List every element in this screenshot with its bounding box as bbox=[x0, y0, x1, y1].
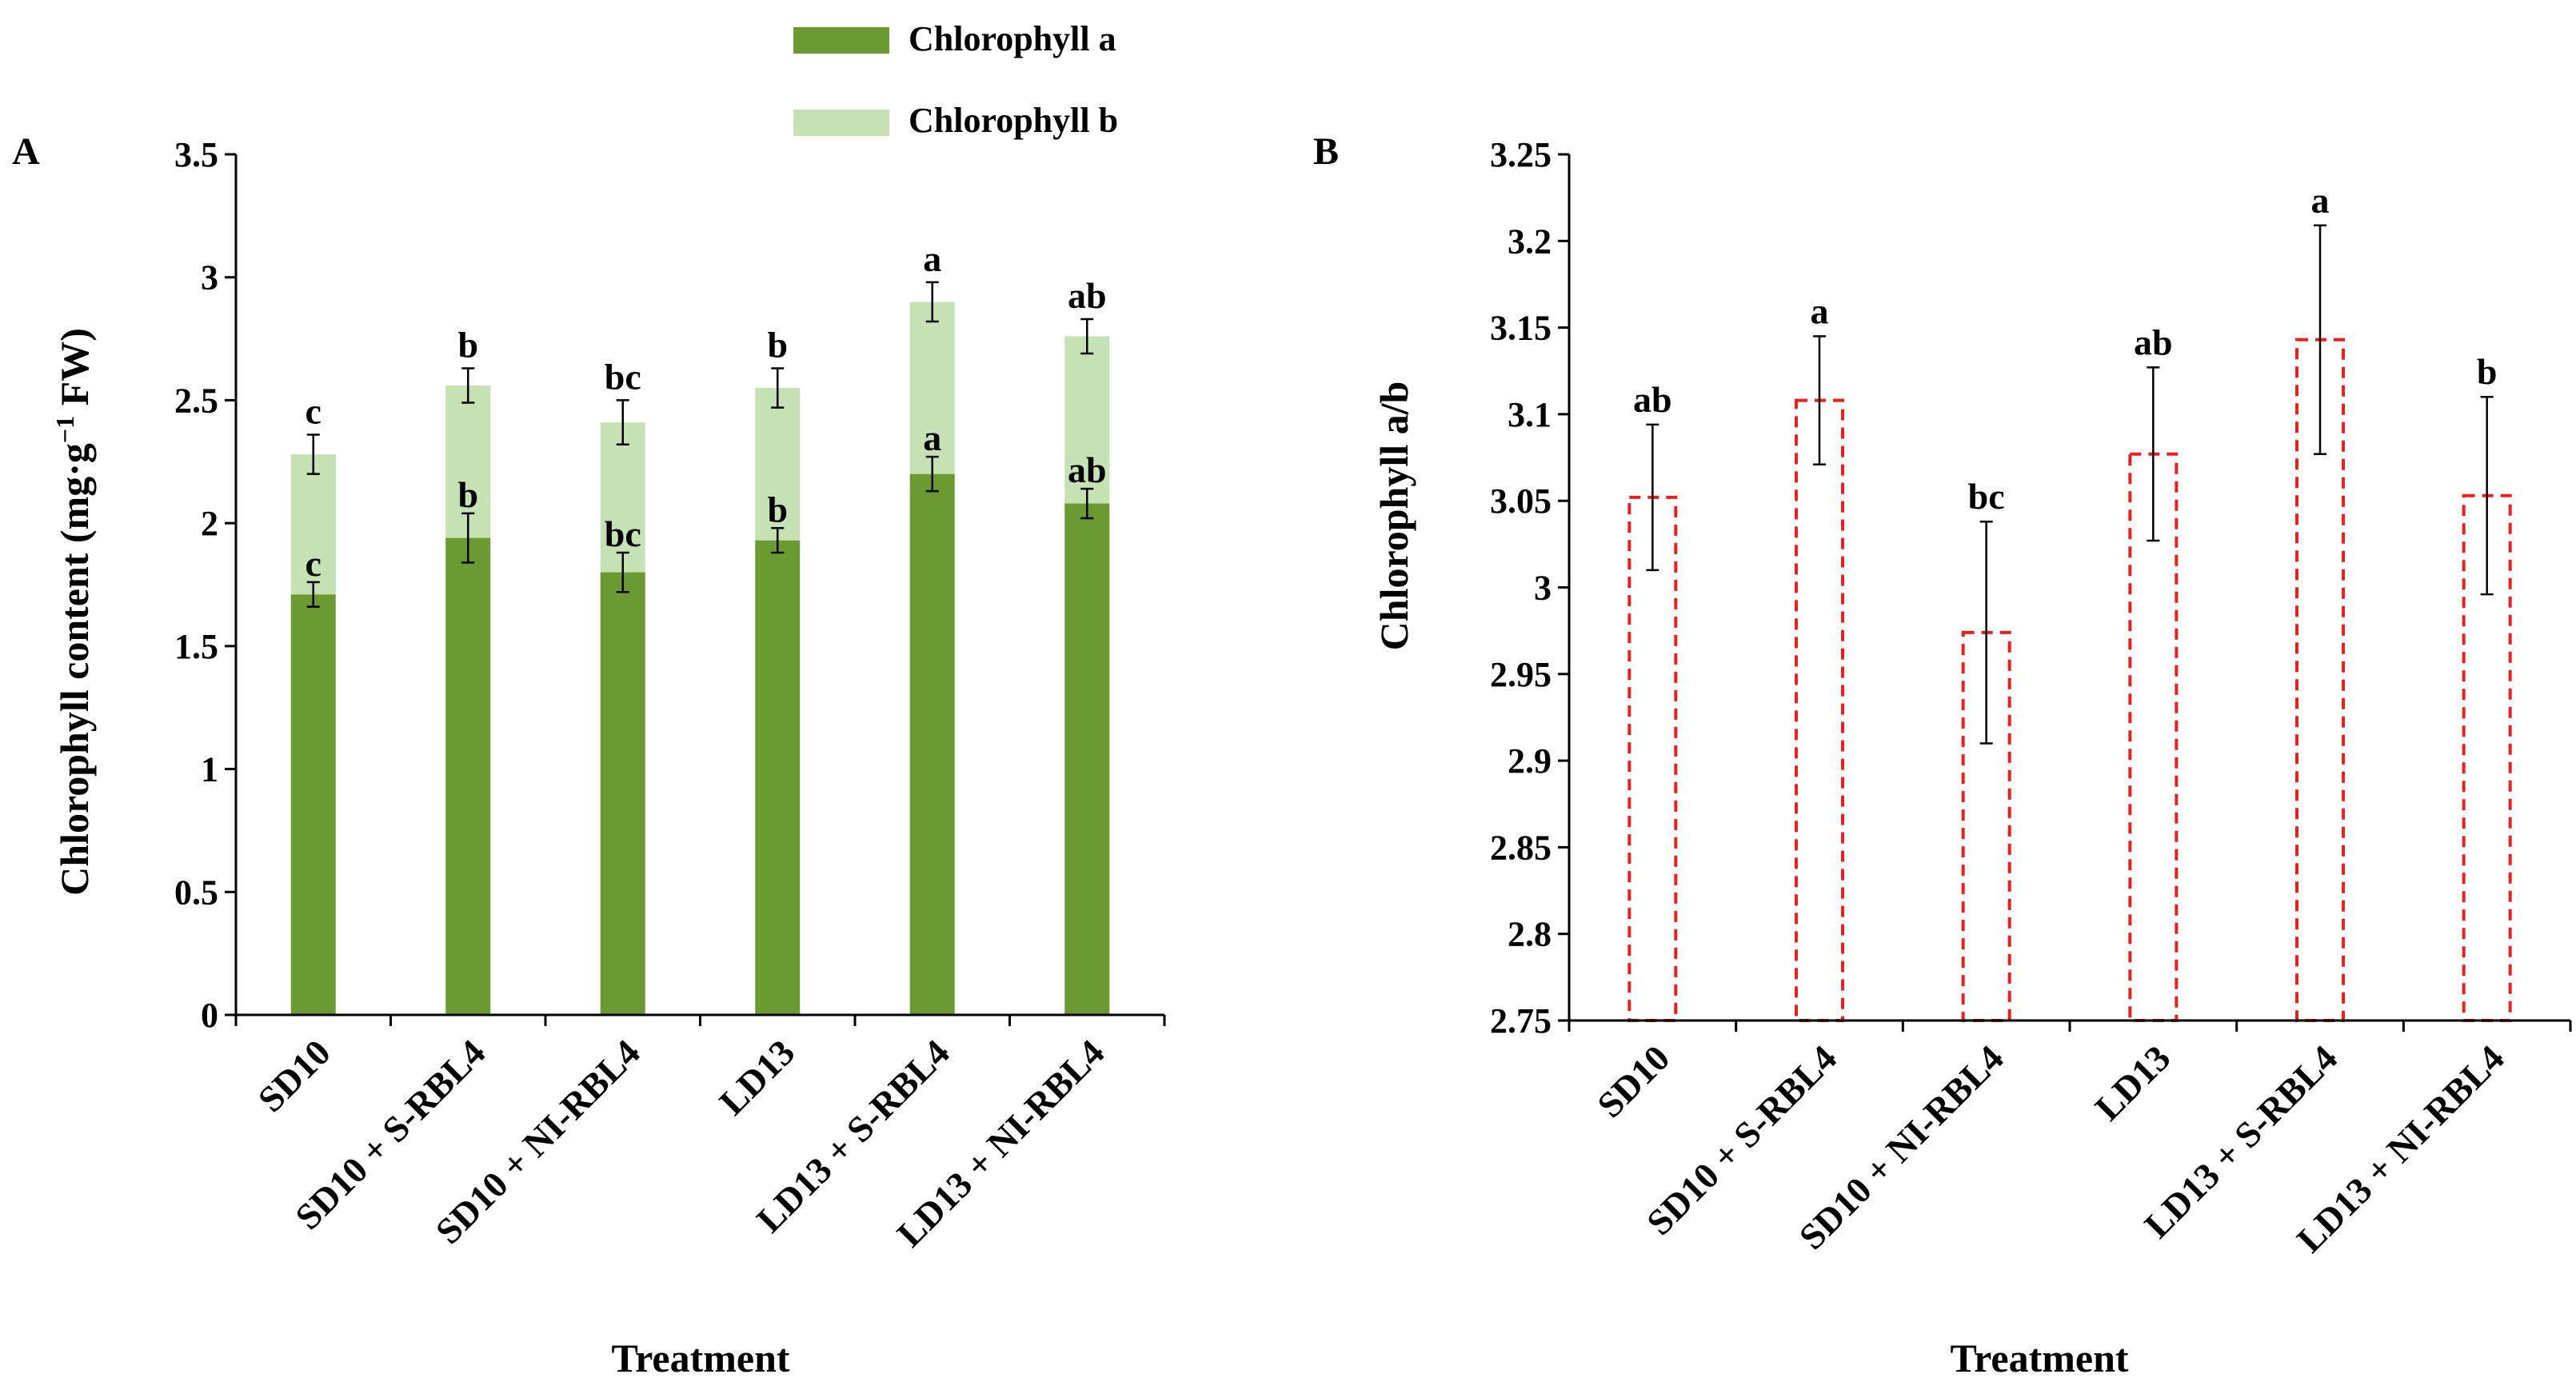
y-tick-label: 1 bbox=[201, 750, 218, 789]
bar-chl-a-sd10-s-rbl4 bbox=[445, 537, 491, 1015]
sig-letter-chl-a-sd10-ni-rbl4: bc bbox=[605, 513, 641, 554]
bar-ratio-sd10 bbox=[1627, 495, 1678, 1022]
chart-a-y-axis: 0 0.5 1 1.5 2 2.5 3 3.5 bbox=[174, 135, 236, 1035]
sig-letter-chl-a-ld13: b bbox=[767, 489, 788, 529]
y-tick-label: 2 bbox=[201, 504, 218, 543]
chart-b-axes bbox=[1568, 154, 2572, 1032]
bar-chl-a-ld13-ni-rbl4 bbox=[1064, 503, 1110, 1015]
x-tick-label-ld13: LD13 bbox=[2087, 1037, 2179, 1128]
legend-swatch-chlorophyll-b bbox=[793, 110, 889, 136]
sig-letter-chl-a-ld13-s-rbl4: a bbox=[923, 417, 941, 458]
chart-a-y-axis-title-main: Chlorophyll content (mg·g bbox=[52, 443, 97, 896]
sig-letter-chl-a-sd10-s-rbl4: b bbox=[457, 474, 478, 515]
y-tick-label: 2.8 bbox=[1508, 915, 1552, 954]
x-tick-label-ld13: LD13 bbox=[712, 1032, 803, 1123]
y-tick-label: 3.05 bbox=[1490, 481, 1552, 521]
x-tick-label-sd10: SD10 bbox=[250, 1032, 338, 1120]
y-tick-label: 2.85 bbox=[1490, 828, 1552, 867]
chart-b-chlorophyll-ratio: Chlorophyll a/b 2.75 2.8 2.85 2.9 2.95 3 3.05 3… bbox=[1372, 135, 2572, 1380]
sig-letter-ratio-ld13-ni-rbl4: b bbox=[2477, 351, 2498, 392]
y-tick-label: 2.95 bbox=[1490, 655, 1552, 694]
legend-swatch-chlorophyll-a bbox=[793, 27, 889, 54]
chart-a-chlorophyll-content: Chlorophyll content (mg·g−1 FW) 0 0.5 1 1.5… bbox=[50, 135, 1166, 1380]
y-tick-label: 2.5 bbox=[174, 381, 218, 420]
chart-a-bars bbox=[290, 302, 1110, 1015]
legend-label-chlorophyll-a: Chlorophyll a bbox=[909, 19, 1116, 58]
chart-b-x-axis-title: Treatment bbox=[1950, 1336, 2128, 1380]
bar-chl-b-sd10-ni-rbl4 bbox=[600, 422, 645, 573]
x-tick-label-sd10: SD10 bbox=[1589, 1037, 1677, 1125]
sig-letter-chl-a-ld13-ni-rbl4: ab bbox=[1068, 449, 1107, 490]
chart-a-axes bbox=[234, 154, 1166, 1026]
chart-b-error-bars bbox=[1646, 224, 2494, 745]
bar-chl-b-sd10 bbox=[290, 454, 336, 595]
chart-a-error-bars bbox=[306, 281, 1094, 608]
sig-letter-chl-b-ld13-s-rbl4: a bbox=[923, 238, 941, 279]
chart-a-y-axis-title: Chlorophyll content (mg·g−1 FW) bbox=[50, 328, 97, 896]
chart-b-bars bbox=[1627, 338, 2512, 1022]
legend-label-chlorophyll-b: Chlorophyll b bbox=[909, 101, 1118, 140]
y-tick-label: 1.5 bbox=[174, 627, 218, 666]
sig-letter-ratio-ld13: ab bbox=[2134, 322, 2173, 362]
y-tick-label: 3.1 bbox=[1508, 395, 1552, 434]
bar-chl-a-sd10-ni-rbl4 bbox=[600, 572, 645, 1015]
chart-a-y-axis-title-superscript: −1 bbox=[50, 416, 79, 443]
bar-chl-a-sd10 bbox=[290, 594, 336, 1015]
bar-ratio-sd10-s-rbl4 bbox=[1795, 398, 1844, 1022]
y-tick-label: 3.5 bbox=[174, 135, 218, 174]
y-tick-label: 3 bbox=[1534, 569, 1552, 608]
legend: Chlorophyll a Chlorophyll b bbox=[793, 19, 1118, 140]
chart-b-y-axis-title: Chlorophyll a/b bbox=[1372, 381, 1416, 651]
bar-chl-b-ld13 bbox=[755, 388, 801, 541]
y-tick-label: 2.9 bbox=[1508, 741, 1552, 781]
y-tick-label: 0 bbox=[201, 996, 218, 1035]
chart-b-y-axis: 2.75 2.8 2.85 2.9 2.95 3 3.05 3.1 3.15 3.2 3.25 bbox=[1490, 135, 1569, 1040]
sig-letter-chl-a-sd10: c bbox=[306, 543, 322, 584]
chart-a-significance-letters: c c b b bc bc b b a a ab ab bbox=[306, 238, 1107, 584]
sig-letter-chl-b-ld13: b bbox=[767, 324, 788, 365]
y-tick-label: 3 bbox=[201, 258, 218, 298]
y-tick-label: 2.75 bbox=[1490, 1001, 1552, 1040]
sig-letter-ratio-sd10-ni-rbl4: bc bbox=[1968, 476, 2005, 517]
y-tick-label: 3.25 bbox=[1490, 135, 1552, 174]
panel-a-letter: A bbox=[12, 130, 40, 173]
chart-a-x-axis-title: Treatment bbox=[611, 1336, 789, 1380]
y-tick-label: 3.15 bbox=[1490, 309, 1552, 348]
panel-b-letter: B bbox=[1313, 130, 1339, 173]
chart-a-y-axis-title-suffix: FW) bbox=[52, 328, 97, 416]
bar-chl-b-ld13-ni-rbl4 bbox=[1064, 336, 1110, 504]
bar-chl-b-ld13-s-rbl4 bbox=[909, 302, 955, 474]
sig-letter-ratio-sd10-s-rbl4: a bbox=[1811, 290, 1829, 331]
y-tick-label: 0.5 bbox=[174, 873, 218, 912]
sig-letter-chl-b-sd10: c bbox=[306, 390, 322, 431]
sig-letter-ratio-sd10: ab bbox=[1633, 379, 1672, 420]
bar-chl-a-ld13 bbox=[755, 540, 801, 1015]
sig-letter-chl-b-ld13-ni-rbl4: ab bbox=[1068, 275, 1107, 316]
y-tick-label: 3.2 bbox=[1508, 222, 1552, 261]
sig-letter-ratio-ld13-s-rbl4: a bbox=[2311, 180, 2330, 221]
bar-chl-a-ld13-s-rbl4 bbox=[909, 473, 955, 1015]
sig-letter-chl-b-sd10-ni-rbl4: bc bbox=[605, 356, 641, 397]
sig-letter-chl-b-sd10-s-rbl4: b bbox=[457, 324, 478, 365]
